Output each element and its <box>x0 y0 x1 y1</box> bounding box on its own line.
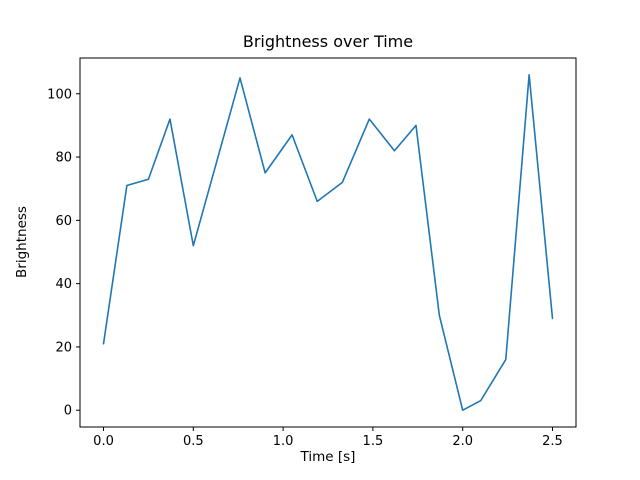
x-tick-label: 2.0 <box>452 434 473 449</box>
y-tick-label: 60 <box>55 214 72 229</box>
series-line-brightness <box>102 73 554 412</box>
x-tick-label: 1.5 <box>363 434 384 449</box>
chart-title: Brightness over Time <box>242 32 414 51</box>
y-tick-label: 100 <box>47 87 72 102</box>
y-tick-label: 40 <box>55 277 72 292</box>
x-tick-label: 0.5 <box>183 434 204 449</box>
y-tick-label: 20 <box>55 340 72 355</box>
x-axis-label: Time [s] <box>300 449 356 465</box>
y-axis-ticks: 0 20 40 60 80 100 <box>47 87 80 419</box>
axes-frame <box>79 57 577 428</box>
x-tick-label: 1.0 <box>273 434 294 449</box>
x-tick-label: 0.0 <box>93 434 114 449</box>
y-tick-label: 0 <box>64 404 72 419</box>
y-tick-label: 80 <box>55 151 72 166</box>
x-tick-label: 2.5 <box>542 434 563 449</box>
x-axis-ticks: 0.0 0.5 1.0 1.5 2.0 2.5 <box>93 427 563 449</box>
y-axis-label: Brightness <box>14 206 30 278</box>
